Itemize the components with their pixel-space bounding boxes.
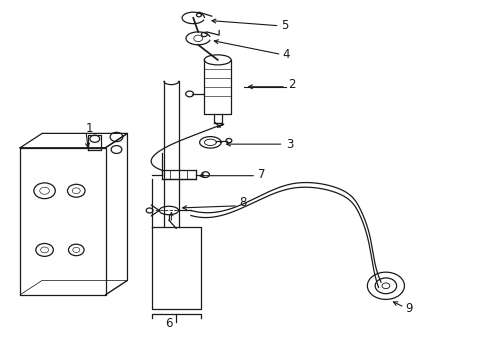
Text: 6: 6: [165, 317, 172, 330]
Ellipse shape: [204, 55, 231, 65]
Text: 3: 3: [285, 138, 293, 150]
Text: 2: 2: [288, 78, 295, 91]
Text: 7: 7: [257, 168, 264, 181]
Text: 5: 5: [281, 19, 288, 32]
Text: 4: 4: [282, 48, 289, 61]
Ellipse shape: [159, 206, 178, 215]
Text: 1: 1: [86, 122, 93, 135]
Text: 9: 9: [405, 302, 412, 315]
Text: 8: 8: [239, 196, 246, 209]
